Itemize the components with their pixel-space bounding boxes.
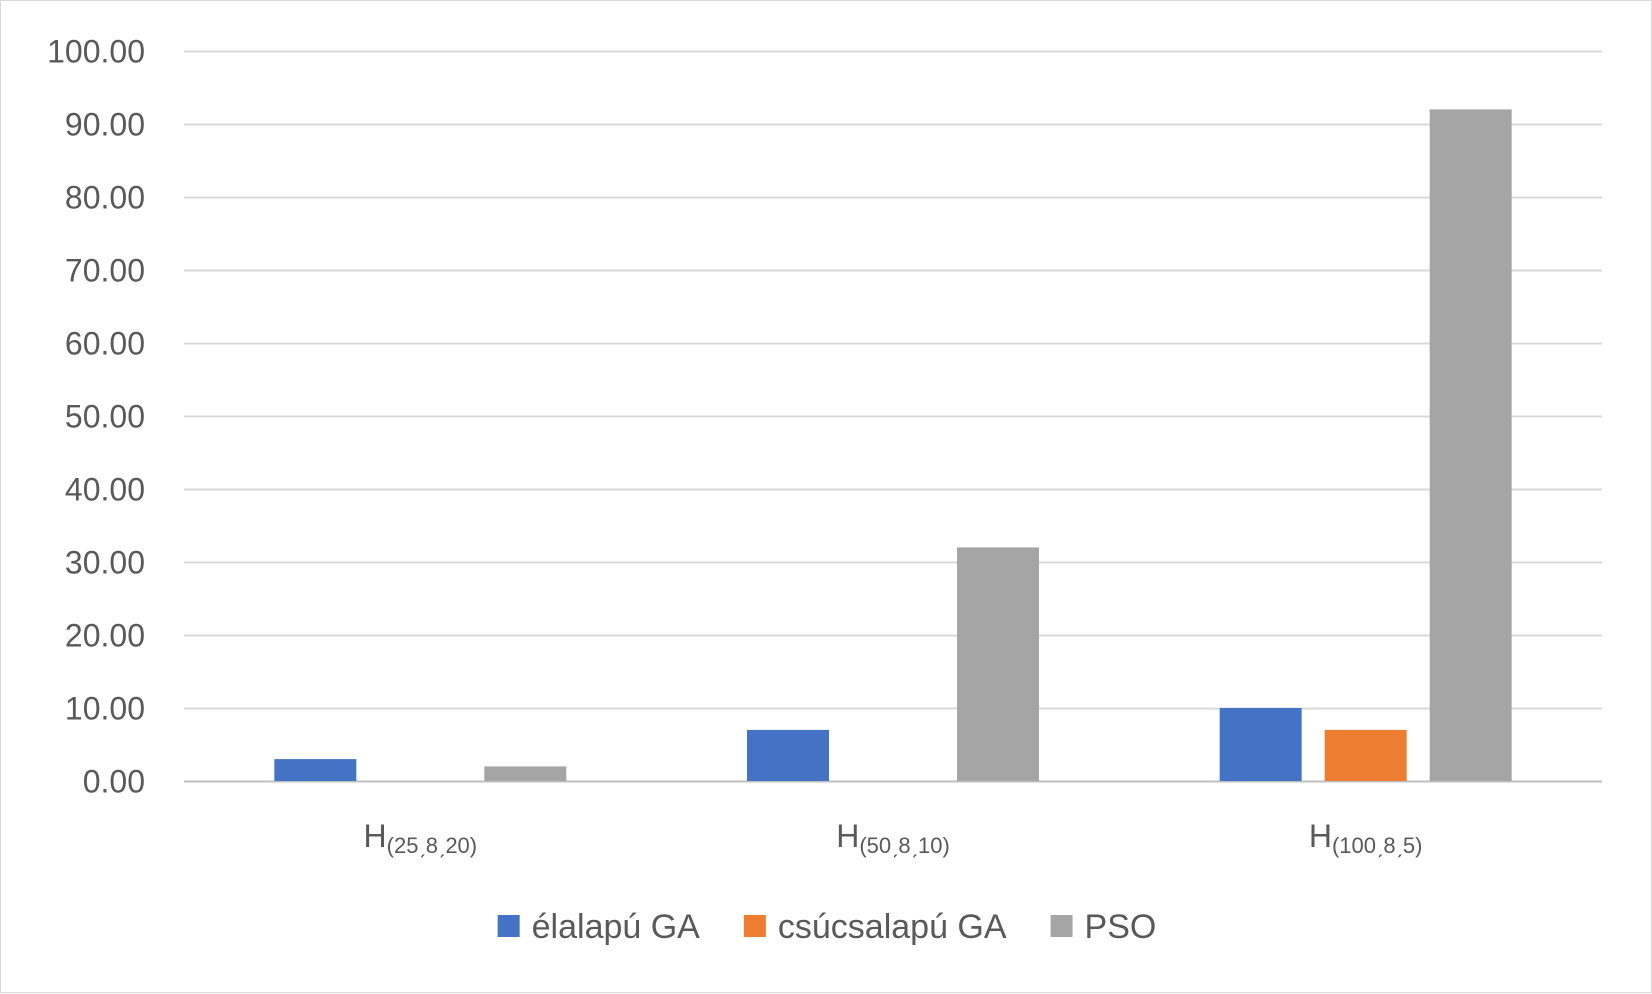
legend-label: csúcsalapú GA [778, 908, 1007, 946]
y-tick-label: 40.00 [65, 472, 145, 508]
bars [274, 109, 1512, 781]
legend-swatch-élalapú-ga [497, 915, 520, 937]
legend-label: élalapú GA [532, 908, 701, 946]
x-category-base: H [836, 818, 859, 854]
y-tick-label: 50.00 [65, 399, 145, 435]
y-tick-label: 100.00 [47, 34, 145, 70]
bar-élalapú-ga-2 [1219, 708, 1302, 781]
x-category-label: H(25ˏ8ˏ20) [364, 818, 478, 858]
x-category-subscript: (50ˏ8ˏ10) [859, 833, 949, 858]
bar-csúcsalapú-ga-2 [1324, 729, 1407, 781]
y-axis: 0.00 10.00 20.00 30.00 40.00 50.00 60.00 70.00 8… [47, 34, 145, 800]
y-tick-label: 20.00 [65, 618, 145, 654]
gridlines [184, 50, 1602, 783]
legend-swatch-csúcsalapú-ga [743, 915, 766, 937]
y-tick-label: 0.00 [83, 764, 145, 800]
x-category-label: H(50ˏ8ˏ10) [836, 818, 950, 858]
y-tick-label: 10.00 [65, 691, 145, 727]
x-category-subscript: (100ˏ8ˏ5) [1332, 833, 1422, 858]
y-tick-label: 70.00 [65, 253, 145, 289]
y-tick-label: 60.00 [65, 326, 145, 362]
legend-swatch-pso [1050, 915, 1073, 937]
x-category-subscript: (25ˏ8ˏ20) [387, 833, 477, 858]
bar-pso-1 [957, 547, 1039, 781]
y-tick-label: 30.00 [65, 545, 145, 581]
bar-élalapú-ga-0 [274, 759, 357, 781]
x-category-label: H(100ˏ8ˏ5) [1309, 818, 1423, 858]
bar-pso-0 [484, 766, 567, 781]
x-category-base: H [1309, 818, 1332, 854]
x-category-base: H [364, 818, 387, 854]
legend-label: PSO [1085, 908, 1157, 946]
y-tick-label: 90.00 [65, 107, 145, 143]
x-axis: H(25ˏ8ˏ20) H(50ˏ8ˏ10) H(100ˏ8ˏ5) [364, 818, 1423, 858]
y-tick-label: 80.00 [65, 180, 145, 216]
legend: élalapú GA csúcsalapú GA PSO [497, 908, 1157, 946]
bar-pso-2 [1429, 109, 1512, 781]
bar-élalapú-ga-1 [747, 729, 829, 781]
